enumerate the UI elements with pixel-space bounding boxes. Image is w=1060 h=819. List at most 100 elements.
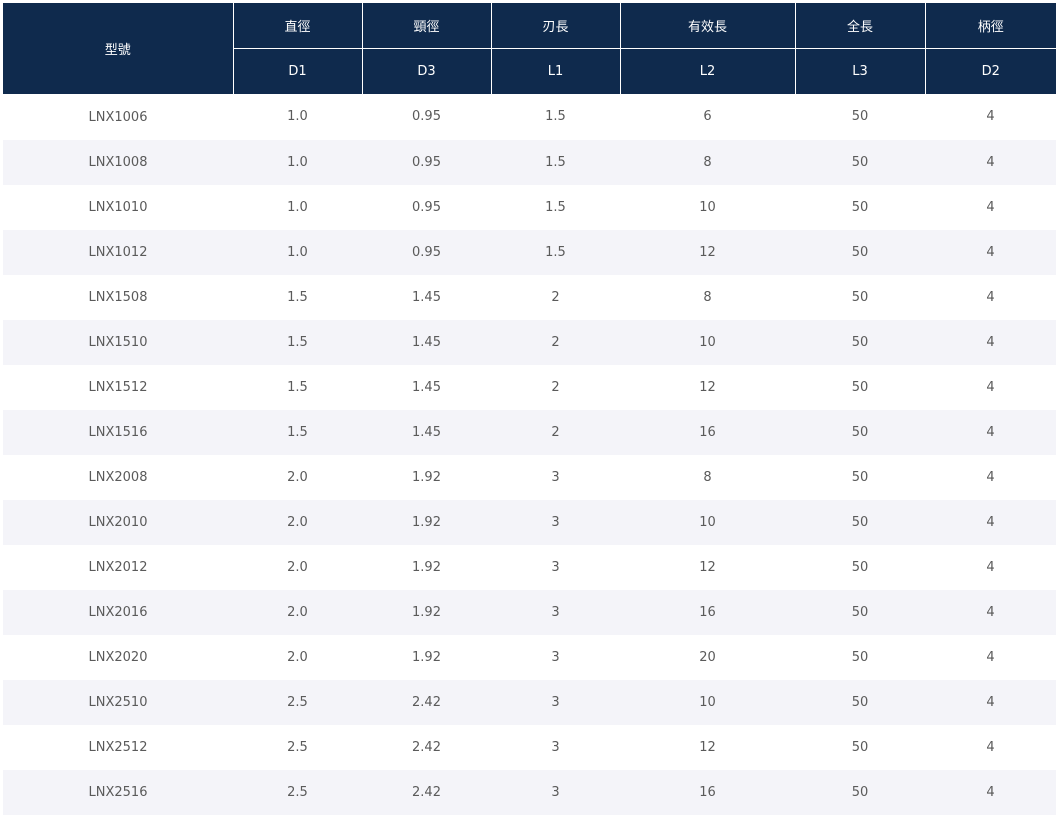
cell-l2: 12 — [620, 364, 795, 410]
cell-d2: 4 — [925, 139, 1056, 185]
cell-l3: 50 — [795, 499, 925, 545]
cell-d2: 4 — [925, 94, 1056, 140]
cell-d2: 4 — [925, 724, 1056, 770]
cell-l2: 16 — [620, 589, 795, 635]
cell-d2: 4 — [925, 634, 1056, 680]
table-row: LNX2010 2.0 1.92 3 10 50 4 — [3, 499, 1056, 545]
cell-l1: 2 — [491, 409, 620, 455]
header-code-d3: D3 — [361, 48, 491, 94]
table-row: LNX2012 2.0 1.92 3 12 50 4 — [3, 544, 1056, 590]
cell-d3: 0.95 — [362, 229, 491, 275]
header-row-names: 型號 直徑 頸徑 刃長 有效長 全長 柄徑 — [3, 3, 1056, 95]
cell-d3: 1.92 — [362, 589, 491, 635]
cell-d1: 2.5 — [233, 769, 362, 815]
cell-l3: 50 — [795, 724, 925, 770]
table-row: LNX1510 1.5 1.45 2 10 50 4 — [3, 319, 1056, 365]
cell-l1: 2 — [491, 319, 620, 365]
cell-d1: 1.5 — [233, 274, 362, 320]
cell-d3: 1.92 — [362, 634, 491, 680]
cell-d3: 0.95 — [362, 94, 491, 140]
cell-model: LNX1012 — [3, 229, 233, 275]
cell-l3: 50 — [795, 634, 925, 680]
cell-l1: 3 — [491, 454, 620, 500]
cell-l2: 12 — [620, 724, 795, 770]
cell-l3: 50 — [795, 184, 925, 230]
header-effective-length: 有效長 — [619, 3, 795, 49]
cell-model: LNX2512 — [3, 724, 233, 770]
header-code-d2: D2 — [924, 48, 1056, 94]
cell-d1: 2.0 — [233, 454, 362, 500]
cell-d1: 1.0 — [233, 184, 362, 230]
cell-d3: 2.42 — [362, 724, 491, 770]
table-row: LNX2510 2.5 2.42 3 10 50 4 — [3, 679, 1056, 725]
cell-model: LNX1512 — [3, 364, 233, 410]
cell-l1: 3 — [491, 499, 620, 545]
cell-l2: 8 — [620, 454, 795, 500]
cell-l1: 1.5 — [491, 94, 620, 140]
cell-d2: 4 — [925, 319, 1056, 365]
cell-d1: 2.0 — [233, 499, 362, 545]
header-code-l3: L3 — [794, 48, 925, 94]
header-code-l2: L2 — [619, 48, 795, 94]
cell-model: LNX1008 — [3, 139, 233, 185]
cell-l2: 20 — [620, 634, 795, 680]
cell-l2: 12 — [620, 229, 795, 275]
spec-table: 型號 直徑 頸徑 刃長 有效長 全長 柄徑 D1 D3 L1 L2 L3 D2 … — [3, 3, 1056, 815]
cell-d1: 1.5 — [233, 409, 362, 455]
cell-d1: 1.0 — [233, 139, 362, 185]
cell-l1: 3 — [491, 769, 620, 815]
cell-l1: 3 — [491, 679, 620, 725]
header-shank-diameter: 柄徑 — [924, 3, 1056, 49]
cell-d2: 4 — [925, 589, 1056, 635]
cell-d1: 2.5 — [233, 679, 362, 725]
table-body: LNX1006 1.0 0.95 1.5 6 50 4 LNX1008 1.0 0.95 1.5 8 5… — [3, 94, 1056, 815]
header-code-d1: D1 — [232, 48, 362, 94]
cell-l1: 3 — [491, 589, 620, 635]
table-row: LNX2516 2.5 2.42 3 16 50 4 — [3, 769, 1056, 815]
cell-d2: 4 — [925, 544, 1056, 590]
cell-d3: 1.92 — [362, 499, 491, 545]
cell-l2: 10 — [620, 679, 795, 725]
table-row: LNX2512 2.5 2.42 3 12 50 4 — [3, 724, 1056, 770]
cell-model: LNX1508 — [3, 274, 233, 320]
cell-l3: 50 — [795, 679, 925, 725]
cell-l1: 1.5 — [491, 184, 620, 230]
cell-l2: 16 — [620, 409, 795, 455]
cell-model: LNX2510 — [3, 679, 233, 725]
cell-d1: 2.5 — [233, 724, 362, 770]
cell-d3: 1.45 — [362, 274, 491, 320]
cell-l2: 10 — [620, 499, 795, 545]
table-row: LNX2016 2.0 1.92 3 16 50 4 — [3, 589, 1056, 635]
cell-d2: 4 — [925, 454, 1056, 500]
cell-l2: 8 — [620, 274, 795, 320]
cell-l2: 8 — [620, 139, 795, 185]
cell-d3: 1.92 — [362, 454, 491, 500]
header-flute-length: 刃長 — [490, 3, 620, 49]
header-neck-diameter: 頸徑 — [361, 3, 491, 49]
table-row: LNX1010 1.0 0.95 1.5 10 50 4 — [3, 184, 1056, 230]
cell-d1: 2.0 — [233, 544, 362, 590]
cell-d3: 1.45 — [362, 319, 491, 365]
cell-l3: 50 — [795, 769, 925, 815]
cell-d2: 4 — [925, 679, 1056, 725]
cell-d1: 2.0 — [233, 634, 362, 680]
header-code-l1: L1 — [490, 48, 620, 94]
cell-model: LNX2012 — [3, 544, 233, 590]
cell-l3: 50 — [795, 274, 925, 320]
cell-d3: 0.95 — [362, 184, 491, 230]
cell-l3: 50 — [795, 589, 925, 635]
cell-l1: 3 — [491, 634, 620, 680]
cell-model: LNX1006 — [3, 94, 233, 140]
cell-l1: 3 — [491, 544, 620, 590]
cell-l3: 50 — [795, 454, 925, 500]
cell-l1: 3 — [491, 724, 620, 770]
cell-d1: 2.0 — [233, 589, 362, 635]
cell-l2: 16 — [620, 769, 795, 815]
cell-model: LNX2020 — [3, 634, 233, 680]
cell-d3: 0.95 — [362, 139, 491, 185]
cell-l2: 10 — [620, 319, 795, 365]
cell-d1: 1.0 — [233, 229, 362, 275]
table-row: LNX2008 2.0 1.92 3 8 50 4 — [3, 454, 1056, 500]
cell-l3: 50 — [795, 409, 925, 455]
cell-l3: 50 — [795, 139, 925, 185]
